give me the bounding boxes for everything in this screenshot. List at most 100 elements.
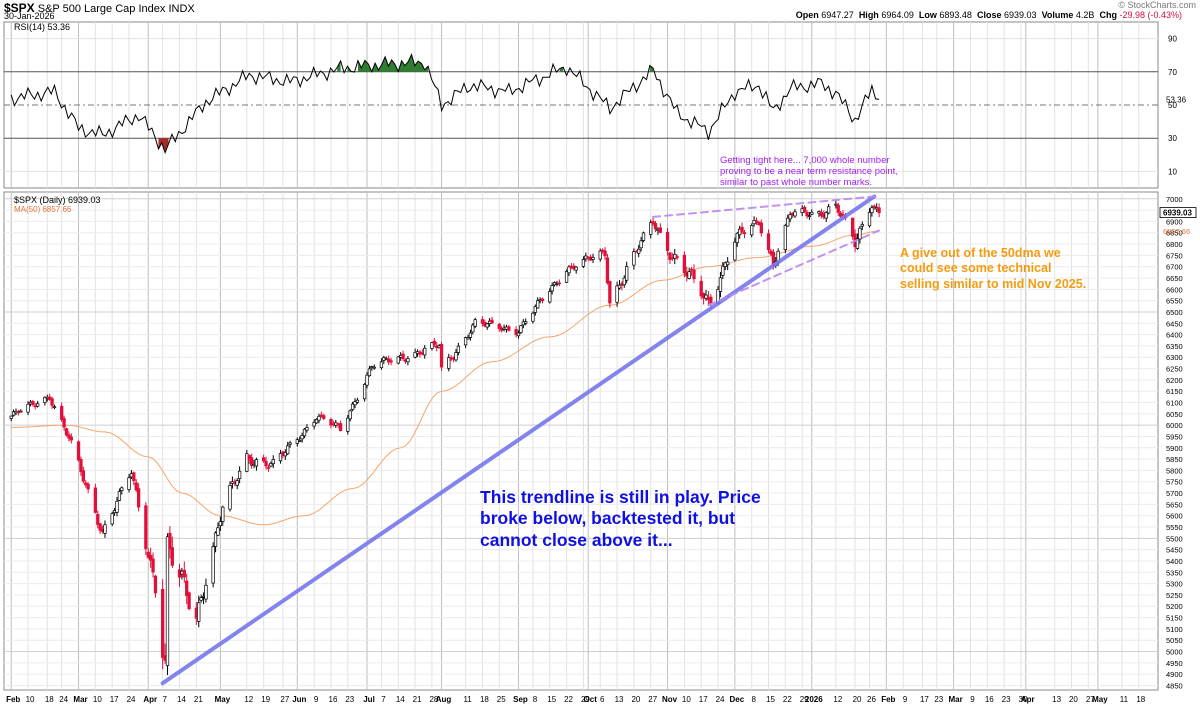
candle-body bbox=[322, 415, 326, 419]
candle-body bbox=[211, 546, 215, 584]
candle-body bbox=[637, 248, 641, 254]
price-tick-label: 5100 bbox=[1166, 625, 1183, 634]
candle-body bbox=[519, 325, 523, 334]
rsi-overbought-fill bbox=[357, 54, 429, 72]
price-tick-label: 5400 bbox=[1166, 557, 1183, 566]
x-tick-label: Dec bbox=[730, 695, 745, 704]
x-tick-label: May bbox=[215, 695, 231, 704]
candle-body bbox=[213, 532, 218, 547]
candle-body bbox=[134, 482, 138, 491]
annotation-purple: Getting tight here... 7,000 whole number… bbox=[720, 155, 898, 189]
lower-channel bbox=[707, 229, 881, 307]
candle-body bbox=[533, 306, 537, 313]
candle-body bbox=[127, 477, 131, 490]
candle-body bbox=[750, 225, 754, 236]
x-tick-label: 24 bbox=[716, 695, 725, 704]
price-tick-label: 5700 bbox=[1166, 489, 1183, 498]
candle-body bbox=[810, 211, 814, 215]
x-tick-label: 22 bbox=[564, 695, 573, 704]
candle-body bbox=[103, 524, 107, 534]
candle-body bbox=[348, 410, 352, 420]
candle-body bbox=[286, 445, 290, 455]
candle-body bbox=[86, 483, 90, 490]
candle-body bbox=[120, 487, 124, 492]
annotation-purple-line: similar to past whole number marks. bbox=[720, 176, 873, 188]
last-close-tag-box bbox=[1159, 207, 1197, 218]
candle-body bbox=[564, 271, 569, 283]
x-tick-label: 27 bbox=[1086, 695, 1095, 704]
candle-body bbox=[608, 281, 612, 304]
candle-body bbox=[266, 467, 271, 469]
price-tick-label: 6150 bbox=[1166, 387, 1183, 396]
candle-body bbox=[786, 217, 790, 227]
candle-body bbox=[76, 441, 81, 461]
candle-body bbox=[216, 527, 220, 536]
x-tick-label: 27 bbox=[648, 695, 657, 704]
x-tick-label: 2026 bbox=[805, 695, 823, 704]
low-label: Low bbox=[918, 10, 937, 20]
price-tick-label: 6850 bbox=[1166, 229, 1183, 238]
exchange: INDX bbox=[168, 3, 195, 15]
x-tick-label: 25 bbox=[497, 695, 506, 704]
candle-body bbox=[367, 368, 372, 377]
x-tick-label: Feb bbox=[881, 695, 895, 704]
candle-body bbox=[314, 418, 319, 424]
candle-body bbox=[31, 400, 35, 405]
price-tick-label: 5800 bbox=[1166, 466, 1183, 475]
candle-body bbox=[153, 575, 158, 594]
candle-body bbox=[9, 415, 13, 419]
volume-value: 4.2B bbox=[1075, 10, 1095, 20]
candle-body bbox=[704, 294, 708, 299]
candle-body bbox=[872, 205, 876, 208]
candle-body bbox=[338, 423, 343, 432]
x-tick-label: 9 bbox=[970, 695, 975, 704]
price-tick-label: 6600 bbox=[1166, 285, 1183, 294]
x-tick-label: 29 bbox=[800, 695, 809, 704]
candle-body bbox=[473, 319, 477, 327]
x-axis: Feb 10 18 24 Mar 10 17 24 Apr 7 14 21 May 12 19 27 Jun 9 1… bbox=[6, 695, 1146, 704]
candle-body bbox=[726, 261, 730, 266]
candle-body bbox=[625, 266, 629, 281]
candle-body bbox=[851, 217, 855, 237]
candle-body bbox=[96, 513, 100, 525]
x-tick-label: 8 bbox=[751, 695, 756, 704]
rsi-tick-label: 90 bbox=[1168, 35, 1177, 44]
annotation-purple-line: proving to be a near term resistance poi… bbox=[720, 165, 898, 177]
candle-body bbox=[355, 399, 360, 403]
annotation-blue-line: This trendline is still in play. Price bbox=[480, 487, 761, 507]
candle-body bbox=[110, 513, 114, 525]
candle-body bbox=[721, 265, 725, 276]
x-tick-label: 19 bbox=[261, 695, 270, 704]
candle-body bbox=[668, 252, 672, 261]
x-tick-label: Apr bbox=[143, 695, 157, 704]
rsi-overbought-fill bbox=[649, 65, 654, 72]
candle-body bbox=[516, 332, 521, 337]
candle-body bbox=[132, 472, 136, 482]
candle-body bbox=[639, 240, 643, 249]
x-tick-label: Mar bbox=[949, 695, 963, 704]
open-label: Open bbox=[795, 10, 819, 20]
candle-body bbox=[93, 487, 98, 513]
price-tick-label: 5350 bbox=[1166, 568, 1183, 577]
price-tick-label: 5250 bbox=[1166, 591, 1183, 600]
candle-body bbox=[329, 419, 333, 426]
ohlc-readout: Open 6947.27 High 6964.09 Low 6893.48 Cl… bbox=[796, 10, 1182, 20]
candle-body bbox=[379, 361, 384, 369]
candle-body bbox=[603, 250, 607, 257]
x-tick-label: 17 bbox=[110, 695, 119, 704]
candle-body bbox=[456, 345, 461, 353]
x-tick-label: 22 bbox=[783, 695, 792, 704]
price-tick-label: 5000 bbox=[1166, 648, 1183, 657]
candle-body bbox=[432, 340, 436, 345]
candle-body bbox=[221, 506, 225, 522]
candle-body bbox=[115, 500, 119, 513]
x-tick-label: Feb bbox=[6, 695, 20, 704]
candle-body bbox=[19, 410, 23, 413]
candle-body bbox=[567, 266, 571, 274]
x-tick-label: 16 bbox=[329, 695, 338, 704]
stockcharts-brand: © StockCharts.com bbox=[1118, 0, 1196, 10]
price-tick-label: 5200 bbox=[1166, 602, 1183, 611]
candle-body bbox=[64, 428, 69, 436]
x-tick-label: 17 bbox=[699, 695, 708, 704]
open-value: 6947.27 bbox=[821, 10, 854, 20]
